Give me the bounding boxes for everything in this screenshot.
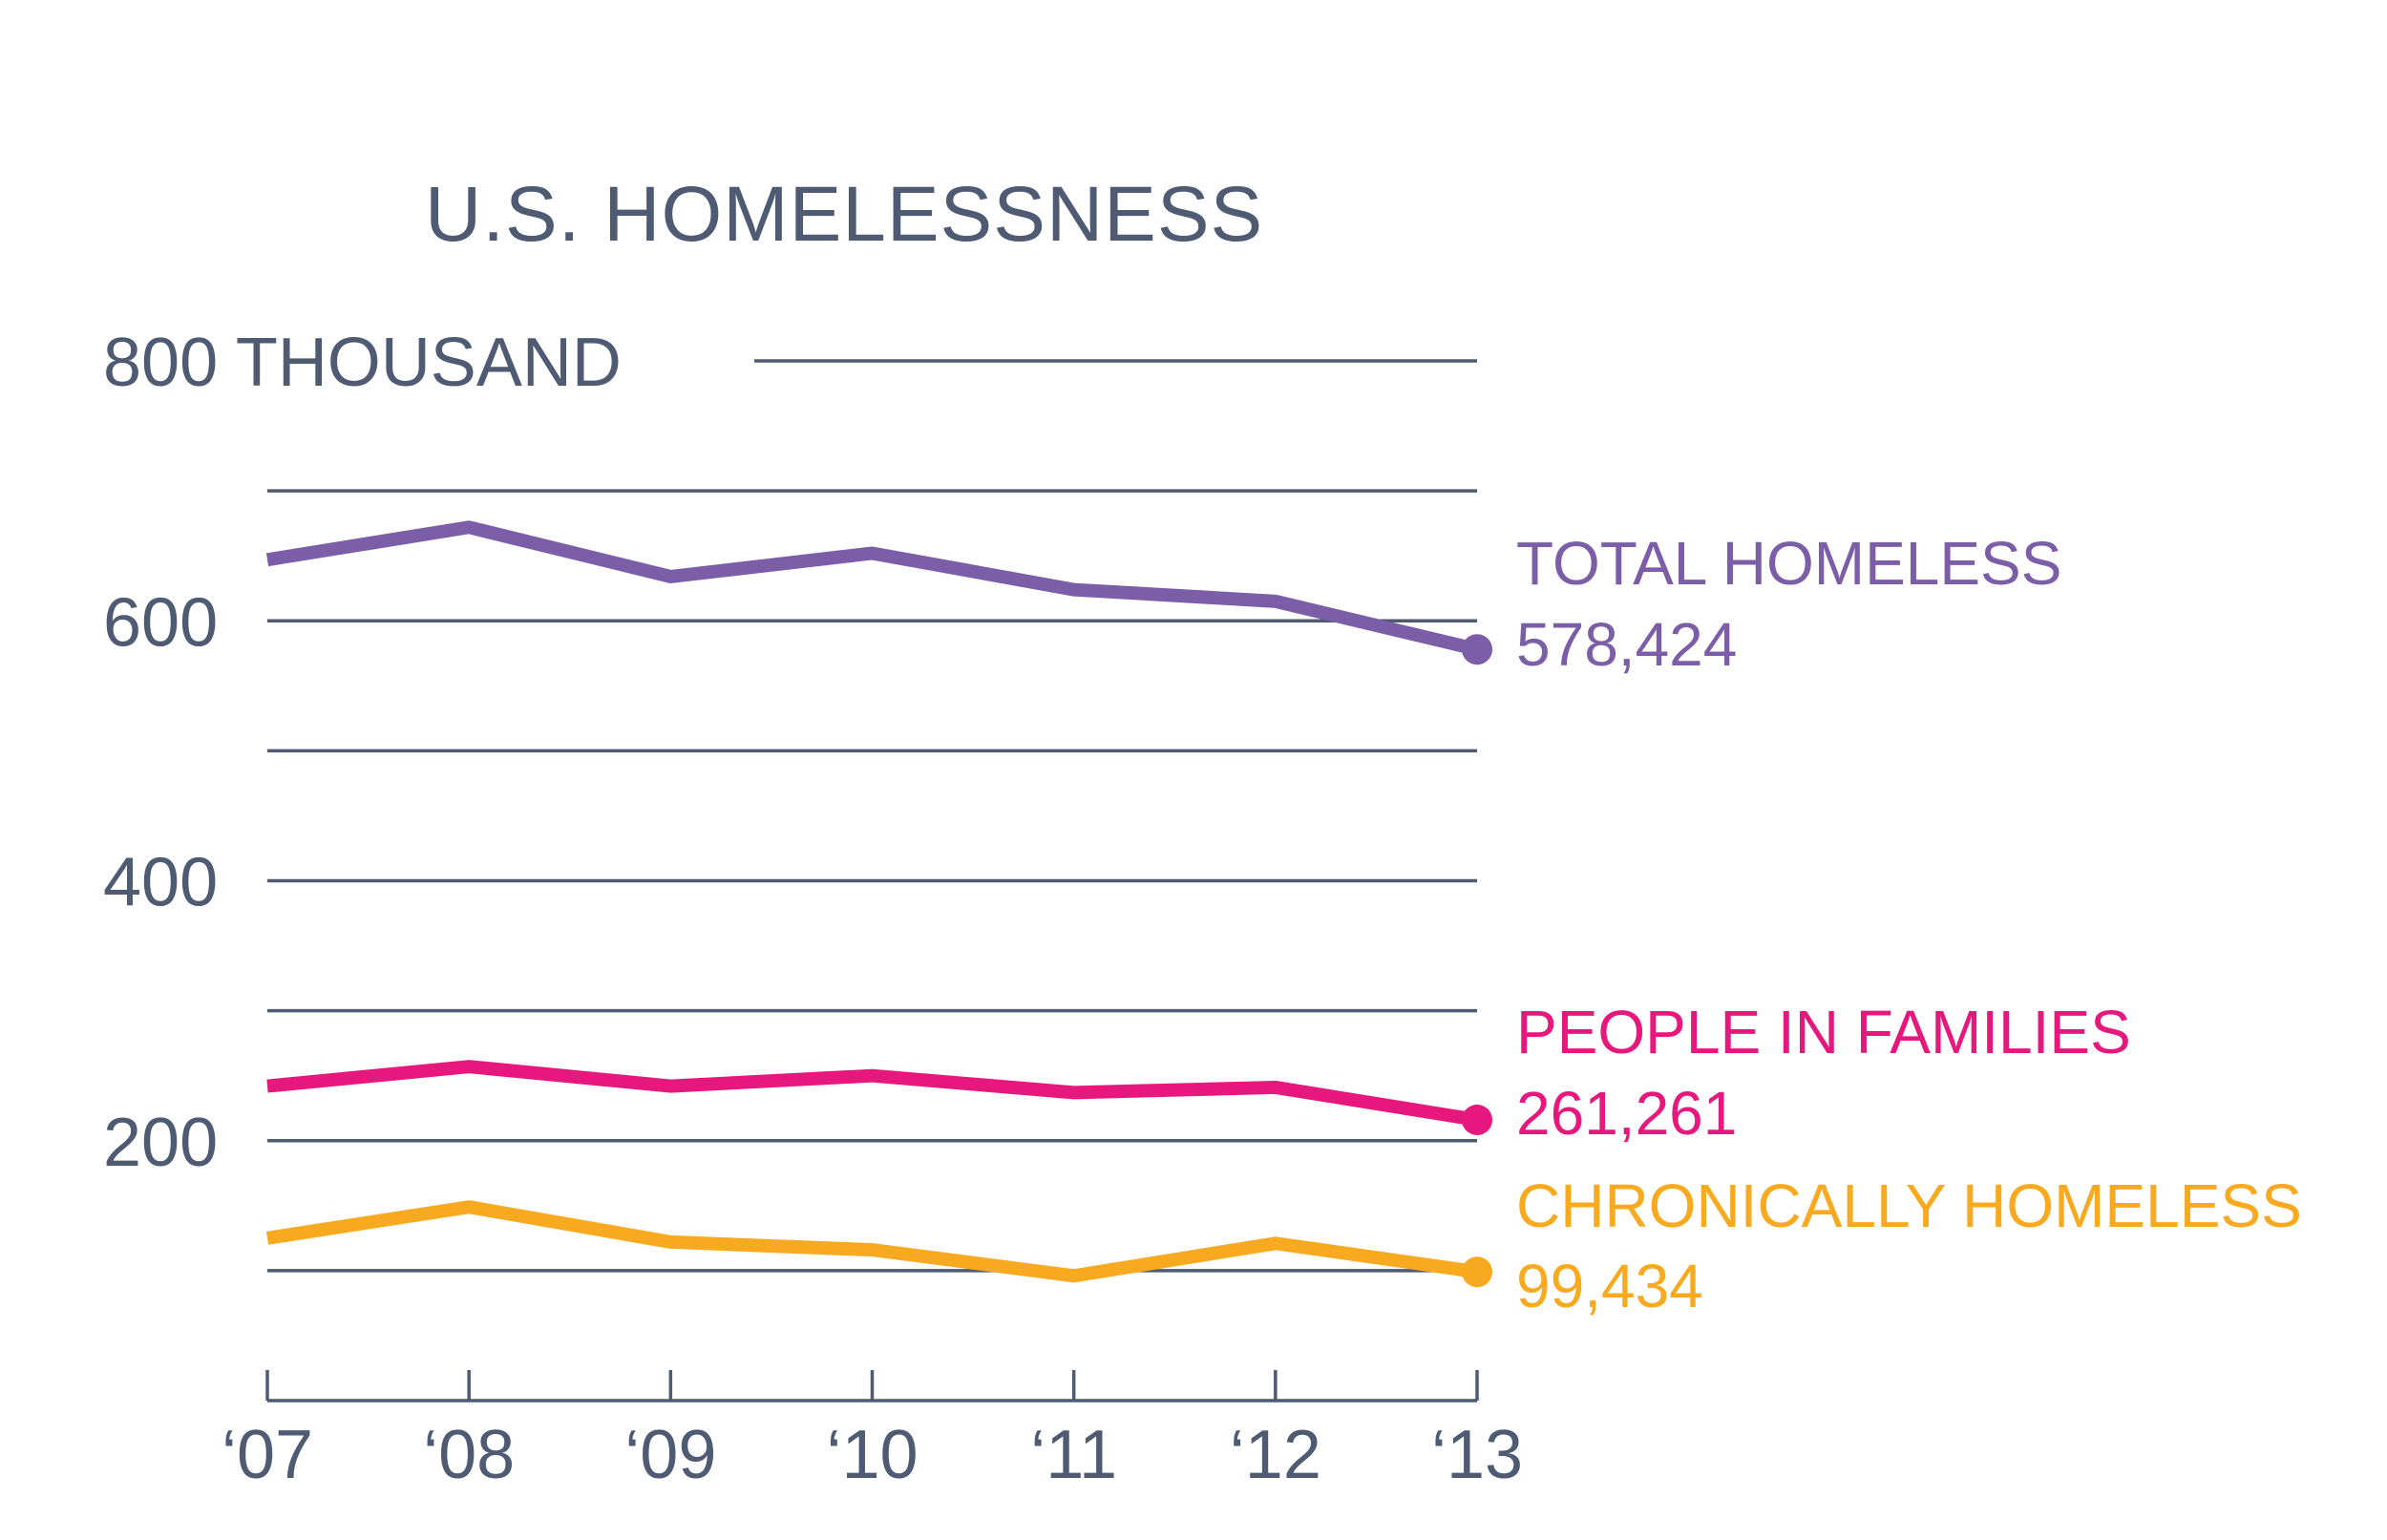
series-label-chronically-homeless: CHRONICALLY HOMELESS [1516, 1171, 2302, 1240]
series-line-chronically-homeless [265, 1200, 1478, 1283]
series-value-people-in-families: 261,261 [1516, 1079, 1737, 1148]
chart-title: U.S. HOMELESSNESS [425, 171, 1263, 258]
x-axis: ‘07 ‘08 ‘09 ‘10 ‘11 ‘12 ‘13 [222, 1370, 1523, 1493]
x-tick-label-0: ‘07 [222, 1417, 313, 1493]
x-tick-label-5: ‘12 [1230, 1417, 1321, 1493]
y-axis-ticks: 800 THOUSAND 600 400 200 [103, 325, 622, 1181]
data-point-people-in-families-6 [1462, 1104, 1492, 1135]
x-tick-label-2: ‘09 [624, 1417, 716, 1493]
series-value-chronically-homeless: 99,434 [1516, 1252, 1703, 1320]
y-tick-label-400: 400 [103, 845, 218, 921]
y-tick-label-800: 800 THOUSAND [103, 325, 622, 401]
x-tick-label-4: ‘11 [1030, 1417, 1117, 1493]
y-tick-label-200: 200 [103, 1105, 218, 1181]
series-value-total-homeless: 578,424 [1516, 610, 1737, 679]
y-tick-label-600: 600 [103, 584, 218, 661]
x-tick-label-1: ‘08 [423, 1417, 515, 1493]
data-point-chronically-homeless-6 [1462, 1256, 1492, 1288]
series-line-people-in-families [266, 1060, 1479, 1127]
data-point-total-homeless-6 [1462, 634, 1492, 665]
x-tick-label-6: ‘13 [1431, 1417, 1523, 1493]
series-line-total-homeless [265, 520, 1479, 657]
series-label-people-in-families: PEOPLE IN FAMILIES [1516, 998, 2131, 1066]
series-labels: TOTAL HOMELESS 578,424 PEOPLE IN FAMILIES 2… [1516, 529, 2302, 1320]
gridlines [267, 359, 1477, 1273]
series-label-total-homeless: TOTAL HOMELESS [1516, 529, 2061, 598]
series-lines [265, 520, 1492, 1288]
x-tick-label-3: ‘10 [826, 1417, 918, 1493]
